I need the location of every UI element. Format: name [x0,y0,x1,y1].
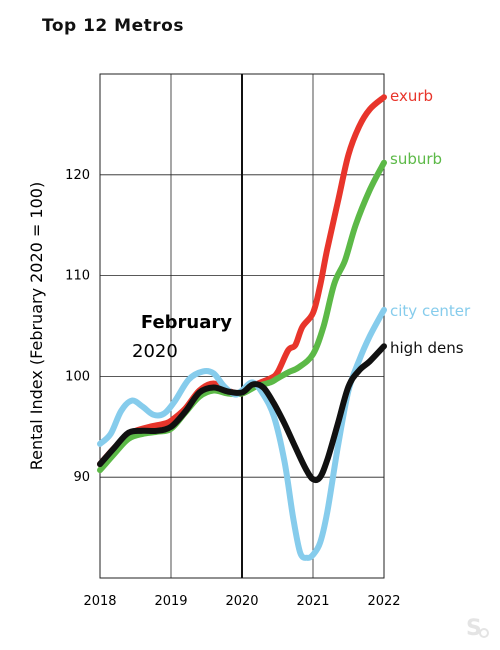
y-tick-label: 110 [65,269,90,284]
x-tick-label: 2020 [225,594,258,609]
x-tick-label: 2021 [296,594,329,609]
series-label-exurb: exurb [390,87,433,105]
y-axis-label: Rental Index (February 2020 = 100) [27,182,46,470]
annotation-line1: February [141,312,232,333]
x-tick-label: 2019 [154,594,187,609]
series-label-city-center: city center [390,302,471,320]
series-label-suburb: suburb [390,150,442,168]
annotation-line2: 2020 [132,341,178,362]
y-tick-label: 100 [65,369,90,384]
series-line-high-dens [97,343,387,484]
series-label-high-dens: high dens [390,339,464,357]
chart-title: Top 12 Metros [42,16,184,36]
x-tick-label: 2022 [367,594,400,609]
y-tick-label: 120 [65,168,90,183]
y-tick-label: 90 [73,470,90,485]
chart-series [97,94,387,561]
svg-text:S: S [466,616,482,641]
chart-grid [99,73,385,579]
logo-watermark-icon: S [466,616,489,641]
x-tick-label: 2018 [83,594,116,609]
chart-labels: 2018 2019 2020 2021 2022 90 100 110 120 February 2… [27,87,471,609]
